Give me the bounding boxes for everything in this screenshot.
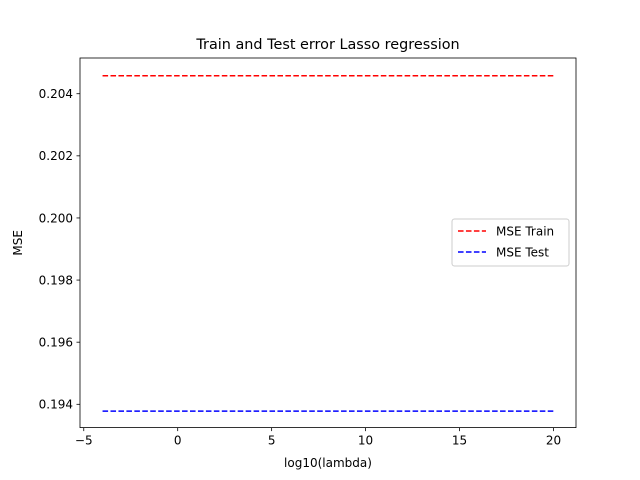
y-tick-label: 0.204 <box>39 87 73 101</box>
y-axis: 0.194 0.196 0.198 0.200 0.202 0.204 <box>39 87 80 412</box>
legend-box <box>451 218 570 267</box>
legend-label: MSE Train <box>496 224 554 238</box>
y-tick-label: 0.202 <box>39 149 73 163</box>
y-tick-label: 0.196 <box>39 335 73 349</box>
x-axis-label: log10(lambda) <box>284 456 372 470</box>
x-tick-label: 20 <box>546 434 561 448</box>
y-tick-label: 0.198 <box>39 273 73 287</box>
x-tick-label: −5 <box>75 434 93 448</box>
x-axis: −5 0 5 10 15 20 <box>75 427 561 448</box>
y-tick-label: 0.200 <box>39 211 73 225</box>
legend-label: MSE Test <box>496 245 549 259</box>
axes-frame <box>79 57 577 429</box>
x-tick-label: 5 <box>268 434 276 448</box>
chart-title: Train and Test error Lasso regression <box>195 37 459 53</box>
x-tick-label: 15 <box>452 434 467 448</box>
plot-area <box>102 74 554 412</box>
legend: MSE Train MSE Test <box>451 218 570 267</box>
y-tick-label: 0.194 <box>39 398 73 412</box>
x-tick-label: 10 <box>358 434 373 448</box>
y-axis-label: MSE <box>11 230 25 256</box>
x-tick-label: 0 <box>174 434 182 448</box>
